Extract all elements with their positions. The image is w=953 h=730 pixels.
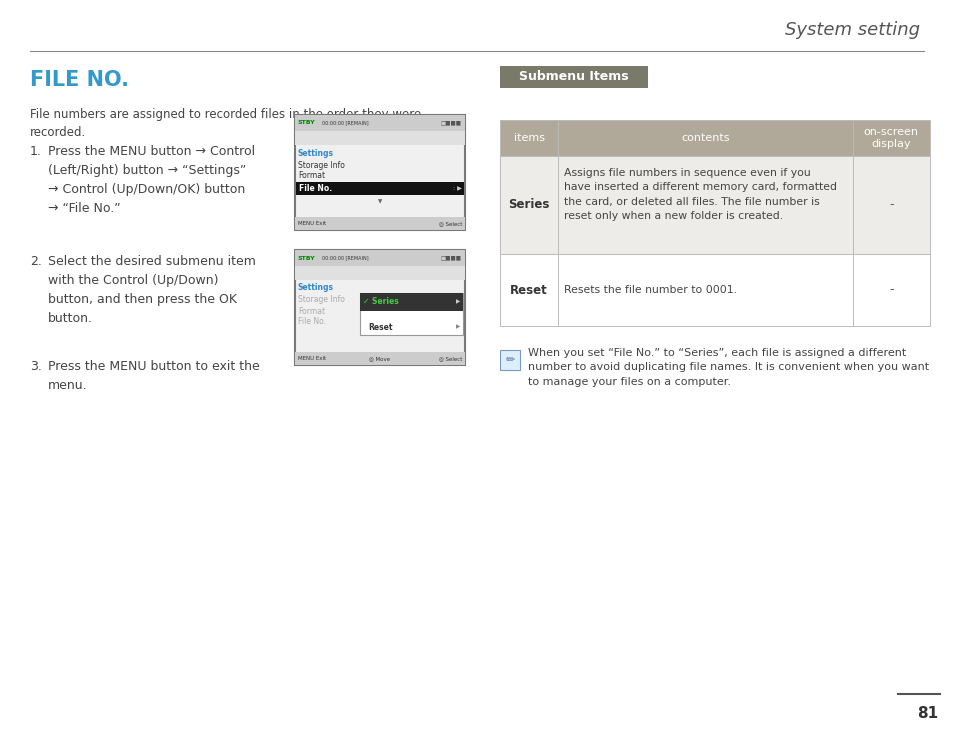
- Bar: [294, 217, 464, 230]
- Bar: [294, 115, 464, 131]
- Text: ◎ Select: ◎ Select: [438, 221, 461, 226]
- Text: on-screen
display: on-screen display: [862, 127, 918, 149]
- Bar: [359, 293, 462, 335]
- Text: 1.: 1.: [30, 145, 42, 158]
- Text: 3.: 3.: [30, 360, 42, 373]
- Bar: [294, 250, 464, 266]
- Text: □■■■: □■■■: [440, 255, 461, 261]
- Bar: [499, 66, 647, 88]
- Text: 00:00:00 [REMAIN]: 00:00:00 [REMAIN]: [322, 255, 368, 261]
- Text: -: -: [888, 283, 893, 296]
- Bar: [499, 254, 929, 326]
- Bar: [295, 182, 463, 195]
- Bar: [294, 115, 464, 230]
- Bar: [294, 250, 464, 365]
- Text: File No.: File No.: [297, 318, 326, 326]
- Text: ◎ Move: ◎ Move: [369, 356, 390, 361]
- Text: ▶: ▶: [456, 325, 459, 329]
- Text: : ▶: : ▶: [453, 186, 461, 191]
- Text: Format: Format: [297, 172, 325, 180]
- Text: ✏: ✏: [505, 355, 515, 365]
- Text: 00:00:00 [REMAIN]: 00:00:00 [REMAIN]: [322, 120, 368, 126]
- Text: Select the desired submenu item
with the Control (Up/Down)
button, and then pres: Select the desired submenu item with the…: [48, 255, 255, 325]
- Text: -: -: [888, 199, 893, 212]
- Text: ▶: ▶: [456, 299, 459, 304]
- Text: contents: contents: [680, 133, 729, 143]
- Text: □■■■: □■■■: [440, 120, 461, 126]
- Text: Press the MENU button to exit the
menu.: Press the MENU button to exit the menu.: [48, 360, 259, 392]
- Text: Resets the file number to 0001.: Resets the file number to 0001.: [563, 285, 737, 295]
- Text: MENU Exit: MENU Exit: [297, 356, 326, 361]
- Bar: [294, 131, 464, 145]
- Text: STBY: STBY: [297, 255, 315, 261]
- Text: Storage Info: Storage Info: [297, 296, 345, 304]
- Text: 2.: 2.: [30, 255, 42, 268]
- Text: Format: Format: [297, 307, 325, 315]
- Text: 81: 81: [916, 706, 937, 721]
- Text: Reset: Reset: [510, 283, 547, 296]
- Bar: [359, 293, 462, 311]
- Text: ✓ Series: ✓ Series: [363, 298, 398, 307]
- Text: Assigns file numbers in sequence even if you
have inserted a different memory ca: Assigns file numbers in sequence even if…: [563, 168, 836, 221]
- Bar: [499, 120, 929, 156]
- Bar: [499, 156, 929, 254]
- Text: Settings: Settings: [297, 283, 334, 293]
- Text: FILE NO.: FILE NO.: [30, 70, 129, 90]
- Bar: [499, 120, 929, 326]
- Text: MENU Exit: MENU Exit: [297, 221, 326, 226]
- Text: ▼: ▼: [377, 199, 382, 204]
- Text: items: items: [513, 133, 544, 143]
- Text: ◎ Select: ◎ Select: [438, 356, 461, 361]
- Bar: [499, 350, 519, 370]
- Text: File No.: File No.: [298, 184, 332, 193]
- Text: Submenu Items: Submenu Items: [518, 71, 628, 83]
- Text: Press the MENU button → Control
(Left/Right) button → “Settings”
→ Control (Up/D: Press the MENU button → Control (Left/Ri…: [48, 145, 254, 215]
- Text: File numbers are assigned to recorded files in the order they were
recorded.: File numbers are assigned to recorded fi…: [30, 108, 421, 139]
- Text: System setting: System setting: [784, 21, 919, 39]
- Text: Reset: Reset: [368, 323, 392, 331]
- Bar: [294, 352, 464, 365]
- Bar: [294, 266, 464, 280]
- Text: STBY: STBY: [297, 120, 315, 126]
- Text: Storage Info: Storage Info: [297, 161, 345, 169]
- Text: Series: Series: [508, 199, 549, 212]
- Text: When you set “File No.” to “Series”, each file is assigned a different
number to: When you set “File No.” to “Series”, eac…: [527, 348, 928, 387]
- Text: Settings: Settings: [297, 148, 334, 158]
